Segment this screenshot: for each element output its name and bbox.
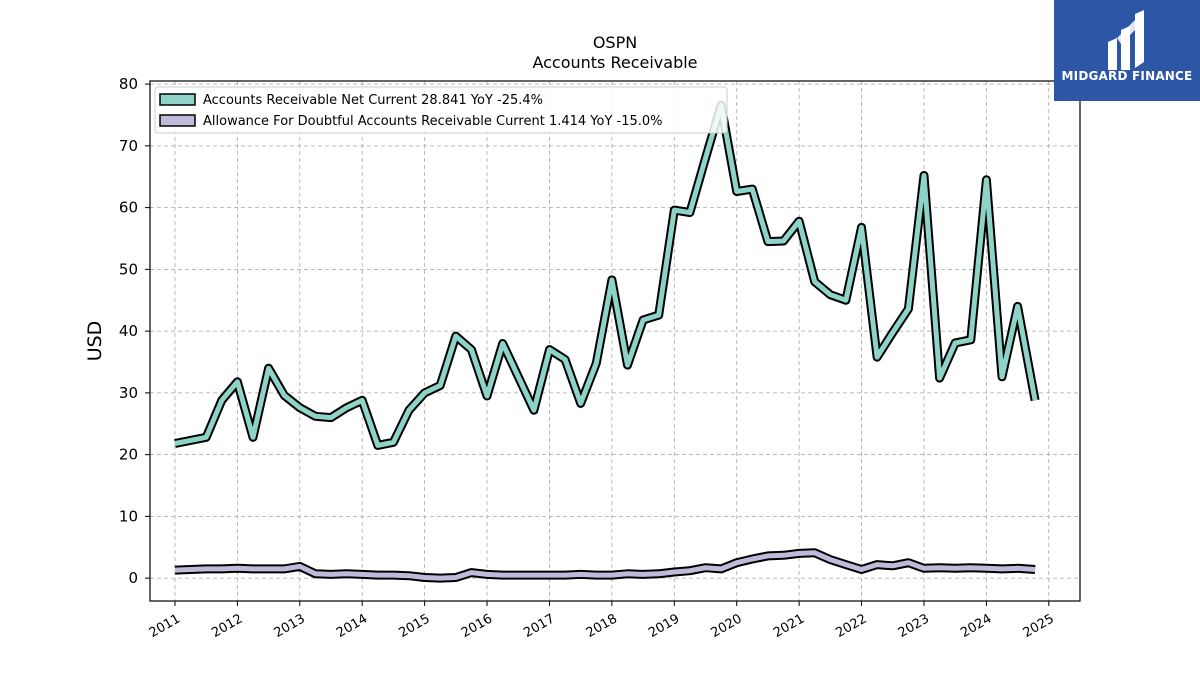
legend-swatch-allowance: [159, 114, 196, 127]
series-lines: [174, 100, 1040, 583]
x-tick-label: 2016: [459, 611, 495, 641]
y-tick-label: 60: [119, 199, 138, 217]
x-tick-label: 2017: [521, 611, 557, 641]
y-tick-label: 40: [119, 322, 138, 340]
plot-frame: [149, 80, 1081, 602]
x-tick-label: 2011: [147, 611, 183, 641]
legend: Accounts Receivable Net Current 28.841 Y…: [154, 86, 728, 134]
legend-box: [154, 86, 728, 134]
series-1-line: [174, 550, 1036, 581]
midgard-logo-icon: [1108, 10, 1144, 70]
x-axis-ticks: 2011 2012 2013 2014 2015 2016 2017 2018 2019 2020…: [147, 601, 1057, 641]
y-tick-label: 50: [119, 260, 138, 278]
x-tick-label: 2015: [396, 611, 432, 641]
series-0-outline: [174, 100, 1040, 450]
legend-swatch-accounts-receivable: [159, 93, 196, 106]
x-tick-label: 2022: [833, 611, 869, 641]
y-axis-label: USD: [84, 321, 106, 362]
series-0-line: [174, 102, 1038, 448]
y-tick-label: 80: [119, 75, 138, 93]
x-tick-label: 2023: [896, 611, 932, 641]
y-tick-label: 10: [119, 507, 138, 525]
x-tick-label: 2020: [709, 611, 745, 641]
legend-label-allowance: Allowance For Doubtful Accounts Receivab…: [203, 114, 663, 129]
y-axis-ticks: 0 10 20 30 40 50 60 70 80: [119, 75, 150, 587]
x-tick-label: 2012: [209, 611, 245, 641]
logo-text: MIDGARD FINANCE: [1061, 69, 1193, 83]
y-tick-label: 0: [128, 569, 138, 587]
x-tick-label: 2021: [771, 611, 807, 641]
x-tick-label: 2025: [1021, 611, 1057, 641]
y-tick-label: 20: [119, 446, 138, 464]
x-tick-label: 2014: [334, 611, 370, 641]
chart-title: OSPN: [593, 33, 637, 52]
x-tick-label: 2019: [646, 611, 682, 641]
grid-lines: [150, 81, 1080, 601]
x-tick-label: 2018: [584, 611, 620, 641]
y-tick-label: 30: [119, 384, 138, 402]
legend-label-accounts-receivable: Accounts Receivable Net Current 28.841 Y…: [203, 93, 543, 108]
x-tick-label: 2013: [272, 611, 308, 641]
midgard-finance-logo: MIDGARD FINANCE: [1054, 0, 1200, 101]
chart-subtitle: Accounts Receivable: [532, 53, 697, 72]
x-tick-label: 2024: [958, 611, 994, 641]
y-tick-label: 70: [119, 137, 138, 155]
